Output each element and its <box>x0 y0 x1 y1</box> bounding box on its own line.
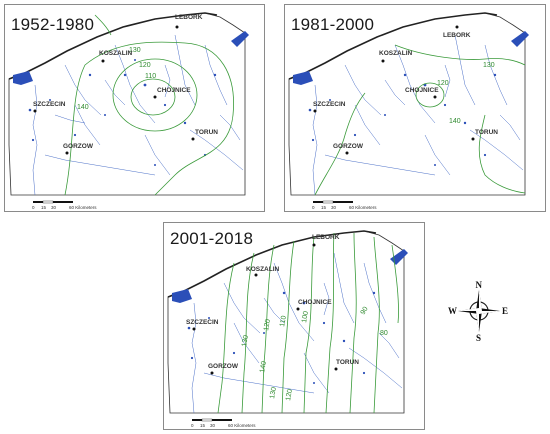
isoline-130 <box>394 44 526 66</box>
lake-east <box>511 31 529 47</box>
city-label-torun: TORUN <box>336 359 359 366</box>
isoline-i <box>391 244 399 324</box>
coastline <box>8 12 218 80</box>
isoline-e <box>303 236 315 414</box>
isoline-f <box>325 232 335 414</box>
map-svg-1: 130 120 110 140 LEBORK KOSZALIN SZCZECIN… <box>8 12 249 210</box>
city-label-torun: TORUN <box>475 129 498 136</box>
city-label-chojnice: CHOJNICE <box>157 87 191 94</box>
isoline-140 <box>314 92 366 196</box>
scale-bar: 0 15 30 60 Kilometers <box>32 200 97 210</box>
map-panel-2001-2018: 100 110 120 130 140 90 80 130 120 LEBORK… <box>163 222 425 430</box>
city-label-koszalin: KOSZALIN <box>379 50 413 57</box>
isoline-label: 130 <box>241 335 250 348</box>
map-panel-1952-1980: 130 120 110 140 LEBORK KOSZALIN SZCZECIN… <box>4 4 265 212</box>
svg-text:30: 30 <box>210 423 216 428</box>
scale-bar: 0 15 30 60 Kilometers <box>312 200 377 210</box>
svg-text:30: 30 <box>331 205 337 210</box>
isoline-140 <box>94 14 112 36</box>
lagoon <box>172 289 192 303</box>
lagoon <box>13 71 33 85</box>
svg-text:60 Kilometers: 60 Kilometers <box>69 205 97 210</box>
city-label-gorzow: GORZOW <box>333 143 364 150</box>
isoline-120 <box>415 82 445 108</box>
period-title: 2001-2018 <box>170 229 254 248</box>
isoline-130 <box>64 41 234 196</box>
isoline-label: 110 <box>145 73 156 80</box>
isolines <box>217 232 399 414</box>
scale-bar: 0 15 30 60 Kilometers <box>191 418 256 428</box>
svg-text:0: 0 <box>312 205 315 210</box>
isoline-label: 80 <box>380 330 388 337</box>
isoline-label: 140 <box>77 104 89 111</box>
city-label-gorzow: GORZOW <box>208 363 239 370</box>
compass-rose-icon: N S E W <box>448 280 508 342</box>
city-label-koszalin: KOSZALIN <box>99 50 133 57</box>
cities <box>313 25 475 155</box>
isoline-label: 120 <box>263 319 272 332</box>
isoline-label: 140 <box>259 361 268 374</box>
isoline-label: 100 <box>301 311 310 324</box>
svg-text:0: 0 <box>32 205 35 210</box>
isoline-120 <box>112 58 198 132</box>
small-lakes <box>308 73 497 166</box>
isoline-label: 120 <box>437 80 449 87</box>
isoline-label: 110 <box>279 315 288 327</box>
city-label-koszalin: KOSZALIN <box>246 266 280 273</box>
isoline-d <box>281 240 295 414</box>
lake-east <box>231 31 249 47</box>
isoline-h <box>373 236 380 414</box>
isoline-c <box>261 244 275 414</box>
period-title: 1981-2000 <box>291 15 375 34</box>
city-label-szczecin: SZCZECIN <box>33 101 66 108</box>
period-title: 1952-1980 <box>11 15 95 34</box>
city-label-szczecin: SZCZECIN <box>313 101 346 108</box>
city-label-torun: TORUN <box>195 129 218 136</box>
svg-text:60 Kilometers: 60 Kilometers <box>349 205 377 210</box>
isoline-label: 130 <box>483 62 495 69</box>
svg-text:15: 15 <box>200 423 206 428</box>
city-label-lebork: LEBORK <box>175 14 203 21</box>
compass-n: N <box>476 280 483 290</box>
compass-s: S <box>476 333 481 342</box>
isoline-g <box>349 232 357 414</box>
isoline-label: 120 <box>285 389 294 402</box>
isoline-label: 90 <box>360 306 370 316</box>
map-svg-3: 100 110 120 130 140 90 80 130 120 LEBORK… <box>167 230 408 428</box>
city-label-lebork: LEBORK <box>443 32 471 39</box>
map-svg-2: 130 120 140 LEBORK KOSZALIN SZCZECIN CHO… <box>288 12 529 210</box>
coastline <box>288 12 498 80</box>
isoline-110 <box>130 78 176 116</box>
coastline <box>167 230 377 298</box>
svg-text:30: 30 <box>51 205 57 210</box>
svg-text:0: 0 <box>191 423 194 428</box>
city-label-lebork: LEBORK <box>312 234 340 241</box>
svg-text:15: 15 <box>41 205 47 210</box>
svg-text:60 Kilometers: 60 Kilometers <box>228 423 256 428</box>
cities <box>33 25 195 155</box>
isoline-b <box>241 252 255 414</box>
svg-text:15: 15 <box>321 205 327 210</box>
map-panel-1981-2000: 130 120 140 LEBORK KOSZALIN SZCZECIN CHO… <box>284 4 546 212</box>
compass-e: E <box>502 306 508 316</box>
isoline-label: 130 <box>269 387 278 400</box>
lagoon <box>293 71 313 85</box>
cities <box>192 243 338 375</box>
isoline-label: 120 <box>139 62 151 69</box>
city-label-szczecin: SZCZECIN <box>186 319 219 326</box>
city-label-gorzow: GORZOW <box>63 143 94 150</box>
isoline-label: 140 <box>449 118 461 125</box>
compass-w: W <box>448 306 457 316</box>
isoline-140b <box>478 114 526 194</box>
city-label-chojnice: CHOJNICE <box>298 299 332 306</box>
small-lakes <box>187 291 376 384</box>
isoline-label: 130 <box>129 47 141 54</box>
isoline-a <box>217 262 235 414</box>
isolines <box>64 14 234 196</box>
small-lakes <box>28 59 217 166</box>
isolines <box>314 44 526 196</box>
river-network <box>32 34 244 196</box>
city-label-chojnice: CHOJNICE <box>405 87 439 94</box>
river-network <box>312 34 524 196</box>
